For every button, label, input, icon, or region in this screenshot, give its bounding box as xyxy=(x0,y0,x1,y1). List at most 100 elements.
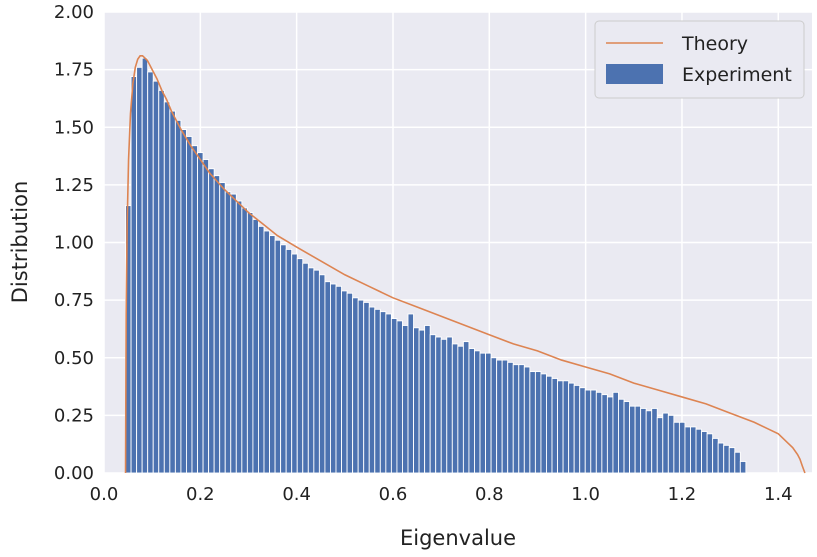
theory-line xyxy=(124,55,806,474)
histogram-bar xyxy=(496,359,503,474)
histogram-bar xyxy=(424,325,431,474)
histogram-bar xyxy=(701,431,708,474)
histogram-bar xyxy=(462,341,470,474)
histogram-bar xyxy=(213,175,221,474)
histogram-bar xyxy=(341,290,348,474)
histogram-bar xyxy=(197,152,204,474)
x-tick-label: 1.2 xyxy=(668,484,697,505)
histogram-bar xyxy=(601,394,608,474)
histogram-bar xyxy=(562,380,570,474)
histogram-bar xyxy=(324,281,331,474)
x-tick-label: 0.8 xyxy=(475,484,504,505)
histogram-bar xyxy=(435,336,442,474)
histogram-bar xyxy=(169,110,176,474)
histogram-bar xyxy=(390,318,398,474)
histogram-bar xyxy=(734,451,741,474)
histogram-bar xyxy=(274,239,282,474)
histogram-bar xyxy=(557,380,564,474)
histogram-bar xyxy=(623,401,631,474)
histogram-bar xyxy=(712,437,719,474)
histogram-bar xyxy=(474,350,481,474)
histogram-bar xyxy=(534,371,542,474)
y-tick-label: 1.00 xyxy=(54,233,94,254)
histogram-bar xyxy=(330,283,337,474)
histogram-bar xyxy=(136,66,143,474)
histogram-bar xyxy=(352,297,359,474)
histogram-bar xyxy=(363,301,370,474)
histogram-bar xyxy=(230,193,237,474)
histogram-bar xyxy=(695,428,703,474)
histogram-bar xyxy=(468,348,475,474)
histogram-bar xyxy=(606,396,614,474)
histogram-bar xyxy=(396,320,403,474)
x-tick-label: 0.6 xyxy=(379,484,408,505)
histogram-bar xyxy=(551,378,559,474)
x-axis-label: Eigenvalue xyxy=(400,526,516,550)
histogram-bar xyxy=(385,313,392,474)
x-tick-label: 1.0 xyxy=(571,484,600,505)
histogram-bar xyxy=(485,352,492,474)
histogram-bar xyxy=(634,405,642,474)
histogram-bar xyxy=(263,230,270,474)
histogram-bar xyxy=(302,262,309,474)
histogram-bar xyxy=(147,71,154,474)
histogram-bar xyxy=(208,168,215,474)
histogram-bar xyxy=(656,417,664,474)
histogram-bar xyxy=(529,371,536,474)
histogram-bar xyxy=(180,129,187,474)
y-tick-label: 0.75 xyxy=(54,290,94,311)
histogram-bar xyxy=(335,285,342,474)
histogram-bar xyxy=(584,389,592,474)
histogram-bar xyxy=(667,414,675,474)
histogram-bar xyxy=(368,306,376,474)
histogram-bar xyxy=(640,408,647,474)
histogram-bar xyxy=(673,421,680,474)
histogram-bar xyxy=(202,159,210,474)
histogram-bar xyxy=(252,218,259,474)
legend-theory-label: Theory xyxy=(681,33,748,55)
histogram-bar xyxy=(374,308,381,474)
histogram-bar xyxy=(429,334,437,474)
histogram-bar xyxy=(728,447,736,474)
y-tick-label: 1.75 xyxy=(54,60,94,81)
histogram-bar xyxy=(285,248,293,474)
histogram-bar xyxy=(651,408,658,474)
histogram-bar xyxy=(684,426,691,474)
legend: Theory Experiment xyxy=(594,20,805,99)
histogram-bar xyxy=(540,373,547,474)
histogram-bar xyxy=(413,327,420,474)
y-tick-label: 0.25 xyxy=(54,405,94,426)
histogram-bar xyxy=(512,364,520,474)
histogram-bar xyxy=(158,89,165,474)
histogram-bar xyxy=(152,80,160,474)
histogram-bar xyxy=(457,345,464,474)
y-tick-label: 0.50 xyxy=(54,348,94,369)
histogram-bar xyxy=(241,207,248,474)
histogram-bar xyxy=(590,389,597,474)
histogram-bar xyxy=(174,119,182,474)
histogram-bar xyxy=(163,101,171,474)
histogram-bar xyxy=(618,398,625,474)
histogram-bar xyxy=(346,292,354,474)
histogram-bar xyxy=(440,338,448,474)
histogram-bar xyxy=(507,361,514,474)
histogram-bar xyxy=(518,364,525,474)
histogram-bar xyxy=(141,57,149,474)
y-axis-label: Distribution xyxy=(8,181,32,304)
histogram-bar xyxy=(246,212,254,474)
y-tick-label: 1.25 xyxy=(54,175,94,196)
y-tick-labels: 0.00 0.25 0.50 0.75 1.00 1.25 1.50 1.75 2.00 xyxy=(54,2,94,484)
histogram-bar xyxy=(186,136,193,474)
histogram-bar xyxy=(418,329,426,474)
histogram-bar xyxy=(402,325,409,474)
x-tick-label: 1.4 xyxy=(764,484,793,505)
histogram-bar xyxy=(523,366,531,474)
histogram-bar xyxy=(645,410,653,474)
histogram-bar xyxy=(291,253,298,474)
histogram-bar xyxy=(579,387,586,474)
histogram-bar xyxy=(258,225,265,474)
x-tick-label: 0.4 xyxy=(282,484,311,505)
histogram-bar xyxy=(191,145,198,474)
x-tick-label: 0.2 xyxy=(186,484,215,505)
